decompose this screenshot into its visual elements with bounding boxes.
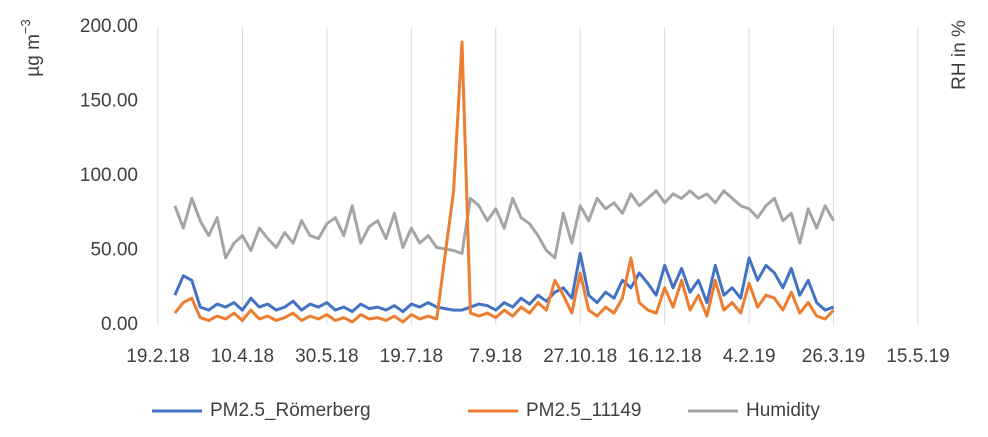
- y-label-text: µg m: [23, 34, 44, 77]
- y-label-sup: −3: [18, 19, 33, 34]
- x-tick-label: 26.3.19: [802, 346, 865, 367]
- series-line: [173, 252, 835, 314]
- legend-label: PM2.5_Römerberg: [210, 400, 371, 421]
- y-tick-label: 100.00: [80, 165, 138, 186]
- y-tick-label: 150.00: [80, 91, 138, 112]
- y2-axis-label: RH in %: [949, 20, 970, 90]
- y-tick-label: 200.00: [80, 16, 138, 37]
- x-tick-label: 4.2.19: [723, 346, 776, 367]
- x-tick-label: 19.7.18: [380, 346, 443, 367]
- x-tick-label: 30.5.18: [295, 346, 358, 367]
- x-tick-label: 7.9.18: [469, 346, 522, 367]
- y-tick-label: 0.00: [101, 314, 138, 335]
- x-tick-label: 27.10.18: [543, 346, 617, 367]
- x-tick-label: 16.12.18: [628, 346, 702, 367]
- x-tick-label: 15.5.19: [886, 346, 949, 367]
- series-line: [173, 40, 835, 324]
- y-tick-label: 50.00: [90, 240, 138, 261]
- y-axis-label: µg m−3: [18, 19, 44, 76]
- legend-label: PM2.5_11149: [526, 400, 642, 421]
- x-tick-label: 10.4.18: [211, 346, 274, 367]
- legend-label: Humidity: [746, 400, 820, 421]
- series-line: [173, 189, 835, 260]
- x-tick-label: 19.2.18: [126, 346, 189, 367]
